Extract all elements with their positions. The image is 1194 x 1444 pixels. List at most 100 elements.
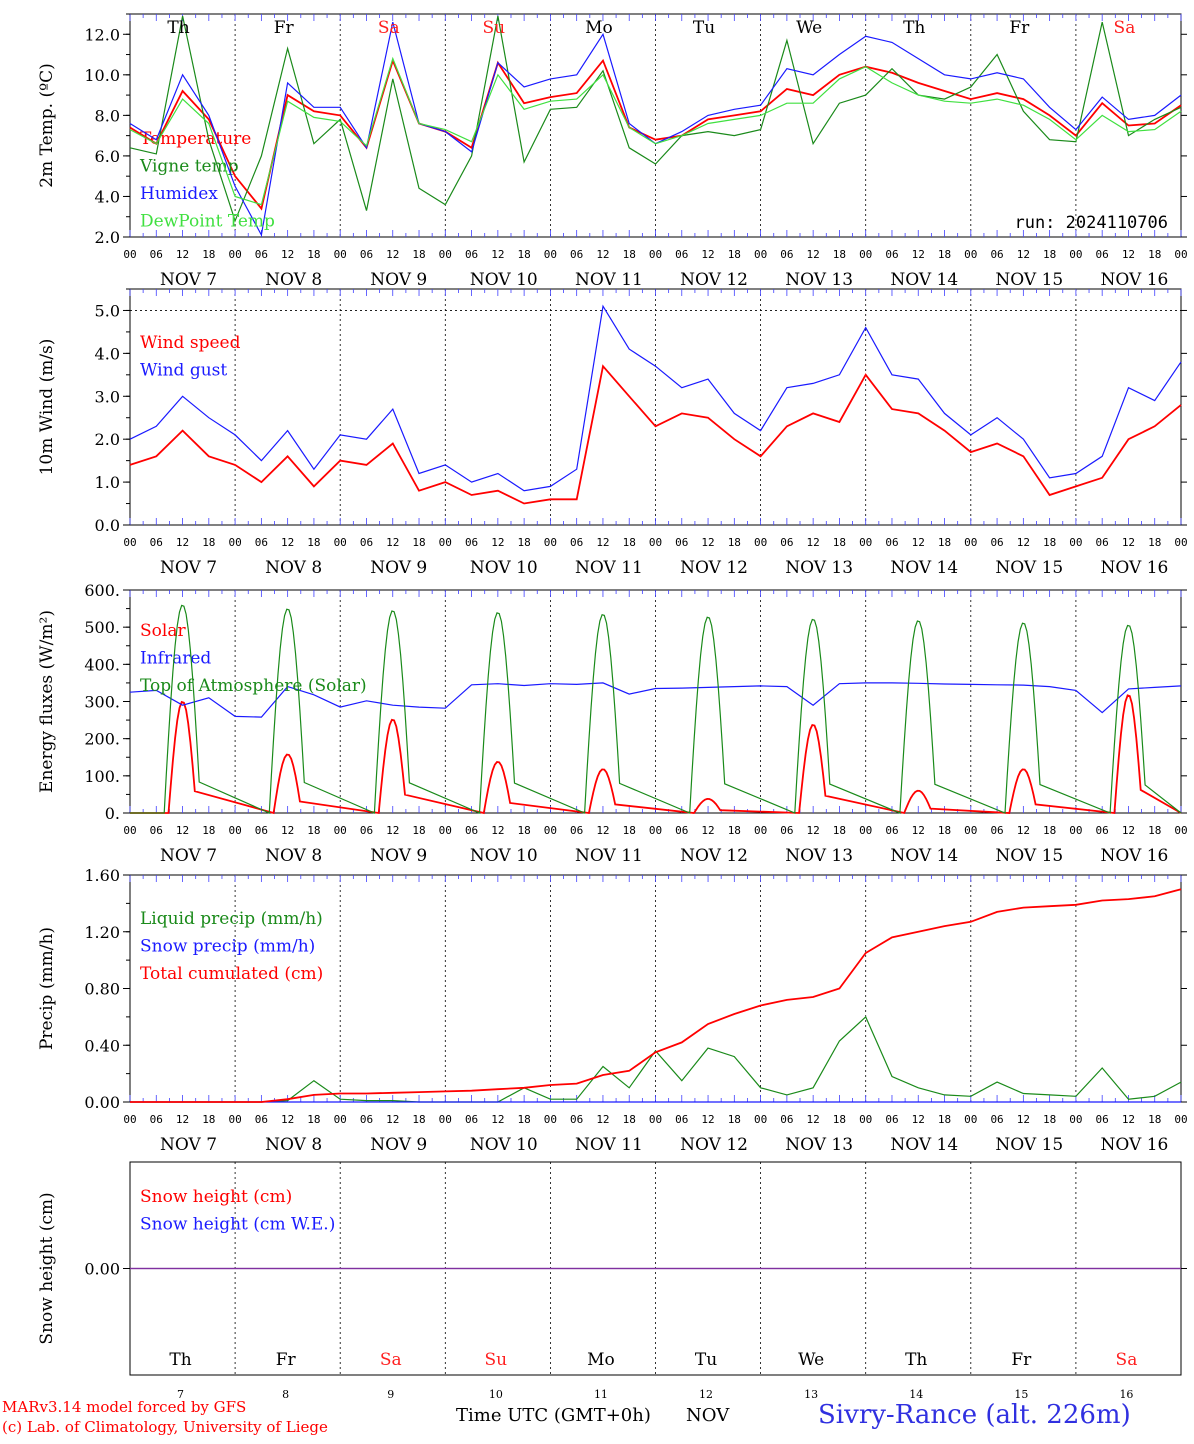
- y-tick-label: 10.0: [84, 66, 120, 85]
- day-name-label: Th: [905, 1350, 927, 1370]
- legend-solar: Solar: [140, 621, 186, 641]
- x-hour-label: 06: [465, 824, 478, 837]
- y-tick-label: 2.0: [95, 228, 120, 247]
- x-hour-label: 12: [386, 536, 399, 549]
- day-number-label: 8: [282, 1388, 289, 1401]
- x-hour-label: 00: [123, 536, 136, 549]
- hour-ticks: [129, 875, 1182, 1102]
- x-hour-label: 00: [754, 248, 767, 261]
- x-hour-label: 00: [1174, 536, 1187, 549]
- x-hour-label: 18: [307, 248, 320, 261]
- series-line-wind-gust: [129, 304, 1182, 492]
- x-hour-label: 06: [885, 248, 898, 261]
- x-hour-label: 18: [518, 1113, 531, 1126]
- x-hour-label: 12: [596, 248, 609, 261]
- x-hour-label: 12: [1017, 248, 1030, 261]
- x-hour-label: 00: [123, 1113, 136, 1126]
- x-hour-label: 00: [228, 536, 241, 549]
- x-date-label: NOV 8: [265, 270, 322, 290]
- x-hour-label: 12: [1122, 536, 1135, 549]
- x-hour-label: 06: [990, 536, 1003, 549]
- day-name-label: Mo: [585, 18, 613, 38]
- x-date-label: NOV 10: [470, 846, 538, 866]
- x-hour-label: 12: [176, 536, 189, 549]
- x-hour-label: 18: [833, 1113, 846, 1126]
- x-date-label: NOV 8: [265, 846, 322, 866]
- x-hour-label: 00: [228, 824, 241, 837]
- x-hour-label: 12: [596, 824, 609, 837]
- x-hour-label: 06: [255, 824, 268, 837]
- x-hour-label: 06: [360, 248, 373, 261]
- x-date-label: NOV 14: [890, 1135, 958, 1155]
- x-hour-label: 12: [176, 824, 189, 837]
- x-date-label: NOV 7: [160, 558, 217, 578]
- x-hour-label: 12: [281, 1113, 294, 1126]
- legend-wind-speed: Wind speed: [140, 333, 241, 353]
- y-tick-label: 400.: [84, 655, 120, 674]
- station-label: Sivry-Rance (alt. 226m): [818, 1400, 1131, 1430]
- x-hour-label: 00: [334, 824, 347, 837]
- x-hour-label: 00: [859, 824, 872, 837]
- series-line-top-of-atmosphere-solar-: [130, 604, 1182, 814]
- x-hour-label: 06: [150, 824, 163, 837]
- x-hour-label: 18: [938, 1113, 951, 1126]
- y-tick-label: 0.0: [95, 516, 120, 535]
- x-hour-label: 12: [1017, 536, 1030, 549]
- day-name-label: Th: [167, 18, 189, 38]
- x-hour-label: 18: [1148, 824, 1161, 837]
- x-date-label: NOV 9: [370, 846, 427, 866]
- legend-dewpoint-temp: DewPoint Temp: [140, 212, 275, 232]
- x-date-label: NOV 9: [370, 1135, 427, 1155]
- x-hour-label: 06: [780, 248, 793, 261]
- x-date-label: NOV 13: [785, 846, 853, 866]
- day-name-label: Tu: [693, 18, 715, 38]
- series-line-liquid-precip-mm-h-: [130, 1015, 1182, 1103]
- day-name-label: Fr: [1009, 18, 1030, 38]
- x-hour-label: 18: [307, 1113, 320, 1126]
- y-tick-label: 4.0: [95, 187, 120, 206]
- x-hour-label: 06: [1096, 248, 1109, 261]
- x-hour-label: 06: [675, 536, 688, 549]
- x-hour-label: 12: [176, 248, 189, 261]
- y-tick-label: 3.0: [95, 387, 120, 406]
- x-hour-label: 00: [1174, 248, 1187, 261]
- x-date-label: NOV 11: [575, 1135, 643, 1155]
- x-date-label: NOV 8: [265, 558, 322, 578]
- x-hour-label: 00: [649, 1113, 662, 1126]
- x-date-label: NOV 14: [890, 270, 958, 290]
- y-tick-label: 0.80: [84, 980, 120, 999]
- x-hour-label: 06: [255, 536, 268, 549]
- x-date-label: NOV 16: [1101, 558, 1169, 578]
- day-number-label: 9: [387, 1388, 394, 1401]
- x-hour-label: 12: [701, 1113, 714, 1126]
- day-number-label: 12: [699, 1388, 713, 1401]
- x-hour-label: 00: [859, 1113, 872, 1126]
- x-hour-label: 06: [150, 1113, 163, 1126]
- x-hour-label: 12: [1122, 1113, 1135, 1126]
- x-hour-label: 00: [754, 536, 767, 549]
- run-label: run: 2024110706: [1014, 213, 1168, 233]
- x-hour-label: 18: [728, 1113, 741, 1126]
- x-hour-label: 12: [1122, 248, 1135, 261]
- x-hour-label: 06: [255, 1113, 268, 1126]
- x-hour-label: 18: [833, 824, 846, 837]
- x-hour-label: 12: [386, 1113, 399, 1126]
- x-hour-label: 18: [1043, 536, 1056, 549]
- x-hour-label: 06: [885, 824, 898, 837]
- legend-temperature: Temperature: [140, 129, 251, 149]
- x-hour-label: 00: [544, 536, 557, 549]
- x-hour-label: 06: [150, 248, 163, 261]
- x-hour-label: 06: [1096, 1113, 1109, 1126]
- x-hour-label: 18: [938, 248, 951, 261]
- x-hour-label: 00: [544, 1113, 557, 1126]
- x-hour-label: 06: [885, 1113, 898, 1126]
- x-hour-label: 06: [990, 1113, 1003, 1126]
- x-hour-label: 06: [675, 824, 688, 837]
- day-number-label: 7: [177, 1388, 184, 1401]
- x-hour-label: 00: [228, 1113, 241, 1126]
- x-hour-label: 00: [964, 824, 977, 837]
- hour-ticks: [129, 289, 1182, 525]
- y-tick-label: 0.40: [84, 1036, 120, 1055]
- x-date-label: NOV 16: [1101, 270, 1169, 290]
